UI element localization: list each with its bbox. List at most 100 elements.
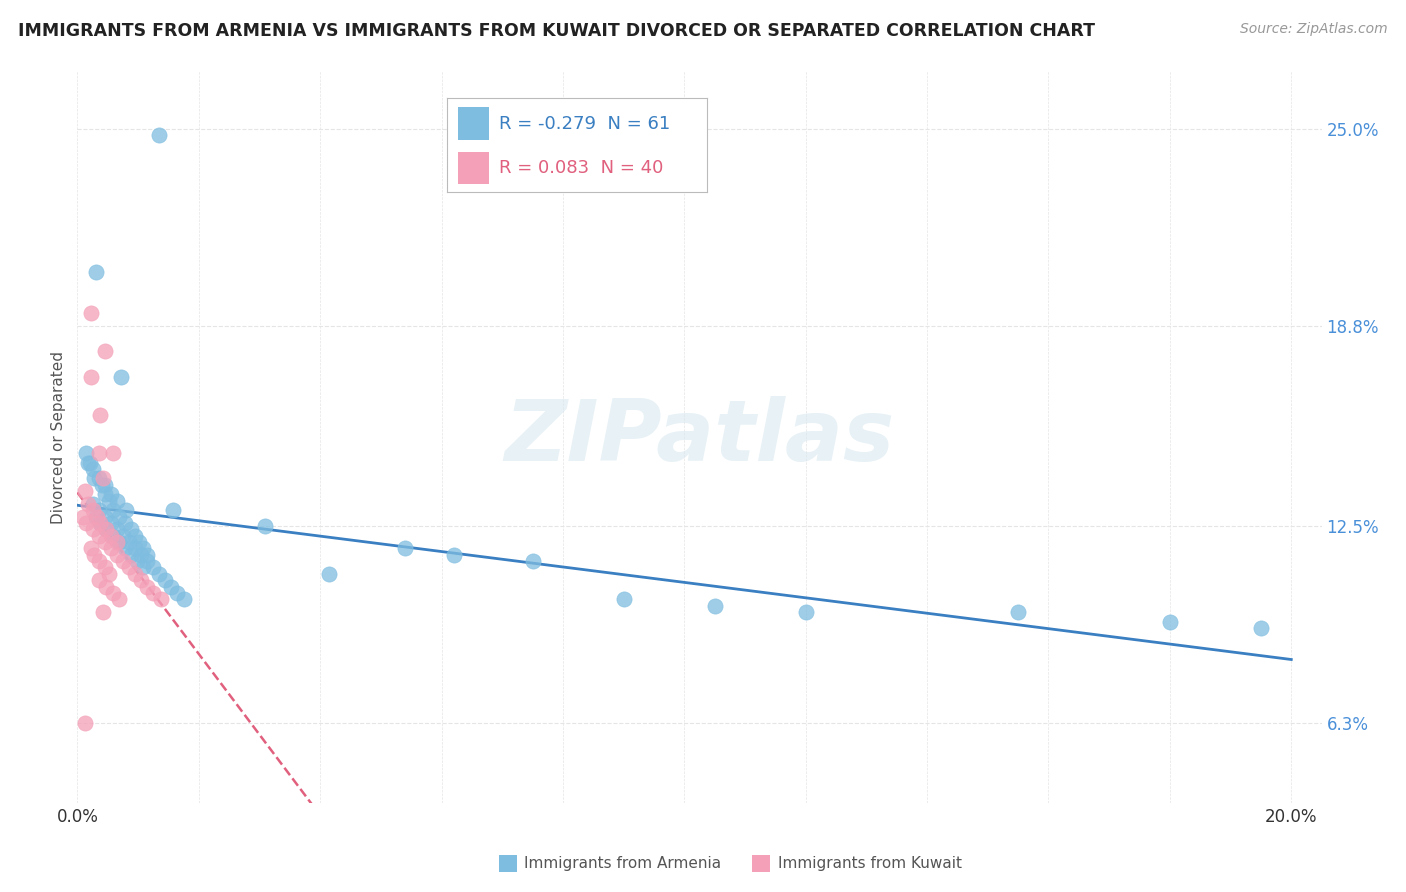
Point [107, 535, 129, 549]
Point [114, 541, 136, 556]
Point [77, 456, 100, 470]
Point [100, 487, 122, 501]
Point [75, 516, 97, 530]
Point [166, 586, 188, 600]
Point [87, 471, 110, 485]
Point [93, 535, 115, 549]
Point [87, 529, 110, 543]
Point [83, 471, 105, 485]
Point [136, 548, 159, 562]
Point [77, 497, 100, 511]
Point [129, 548, 152, 562]
Point [82, 462, 104, 476]
Point [89, 516, 111, 530]
Point [83, 548, 105, 562]
Point [97, 493, 120, 508]
Point [84, 509, 107, 524]
Point [82, 503, 104, 517]
Point [96, 522, 118, 536]
Point [443, 548, 465, 562]
Point [101, 446, 124, 460]
Point [160, 580, 183, 594]
Point [107, 592, 129, 607]
Point [82, 522, 104, 536]
Point [96, 580, 118, 594]
Point [91, 471, 114, 485]
Point [75, 446, 97, 460]
Point [148, 128, 170, 142]
Point [93, 344, 115, 359]
FancyBboxPatch shape [457, 108, 489, 140]
Point [155, 573, 177, 587]
Point [86, 509, 108, 524]
Point [613, 592, 636, 607]
Point [118, 535, 141, 549]
Point [522, 554, 544, 568]
Text: R = 0.083  N = 40: R = 0.083 N = 40 [499, 159, 664, 177]
Point [794, 605, 817, 619]
Point [101, 586, 124, 600]
Point [110, 369, 132, 384]
Y-axis label: Divorced or Separated: Divorced or Separated [51, 351, 66, 524]
Point [97, 566, 120, 581]
Point [124, 566, 146, 581]
Point [87, 503, 110, 517]
Point [87, 573, 110, 587]
Point [136, 554, 159, 568]
Point [89, 408, 111, 422]
Point [124, 529, 146, 543]
Point [114, 516, 136, 530]
Point [87, 554, 110, 568]
Point [79, 456, 101, 470]
Text: R = -0.279  N = 61: R = -0.279 N = 61 [499, 115, 671, 133]
Point [96, 522, 118, 536]
Point [100, 516, 122, 530]
Point [100, 541, 122, 556]
Point [105, 535, 128, 549]
Point [254, 519, 277, 533]
Text: ZIPatlas: ZIPatlas [505, 395, 894, 479]
Point [93, 560, 115, 574]
Point [93, 477, 115, 491]
Point [101, 529, 124, 543]
Point [107, 509, 129, 524]
Point [111, 554, 134, 568]
Point [132, 541, 155, 556]
Point [125, 554, 148, 568]
Point [132, 560, 155, 574]
Point [87, 446, 110, 460]
Point [142, 560, 165, 574]
Point [129, 573, 152, 587]
Point [318, 566, 340, 581]
Point [1250, 621, 1272, 635]
Point [101, 503, 124, 517]
Point [84, 265, 107, 279]
Point [105, 548, 128, 562]
Text: IMMIGRANTS FROM ARMENIA VS IMMIGRANTS FROM KUWAIT DIVORCED OR SEPARATED CORRELAT: IMMIGRANTS FROM ARMENIA VS IMMIGRANTS FR… [18, 22, 1095, 40]
Point [111, 529, 134, 543]
Point [105, 493, 128, 508]
Point [150, 592, 173, 607]
Point [73, 716, 96, 731]
Point [79, 369, 101, 384]
Point [124, 541, 146, 556]
Point [120, 548, 142, 562]
Point [703, 599, 725, 613]
Point [73, 484, 96, 499]
Point [136, 580, 159, 594]
FancyBboxPatch shape [457, 152, 489, 185]
Point [142, 586, 165, 600]
Point [162, 503, 184, 517]
Point [100, 529, 122, 543]
Point [118, 560, 141, 574]
Point [394, 541, 416, 556]
Point [93, 487, 115, 501]
Point [79, 306, 101, 320]
Point [128, 535, 150, 549]
Text: Source: ZipAtlas.com: Source: ZipAtlas.com [1240, 22, 1388, 37]
Point [173, 592, 195, 607]
Text: Immigrants from Armenia: Immigrants from Armenia [524, 856, 721, 871]
Point [89, 516, 111, 530]
Point [82, 497, 104, 511]
Point [93, 509, 115, 524]
